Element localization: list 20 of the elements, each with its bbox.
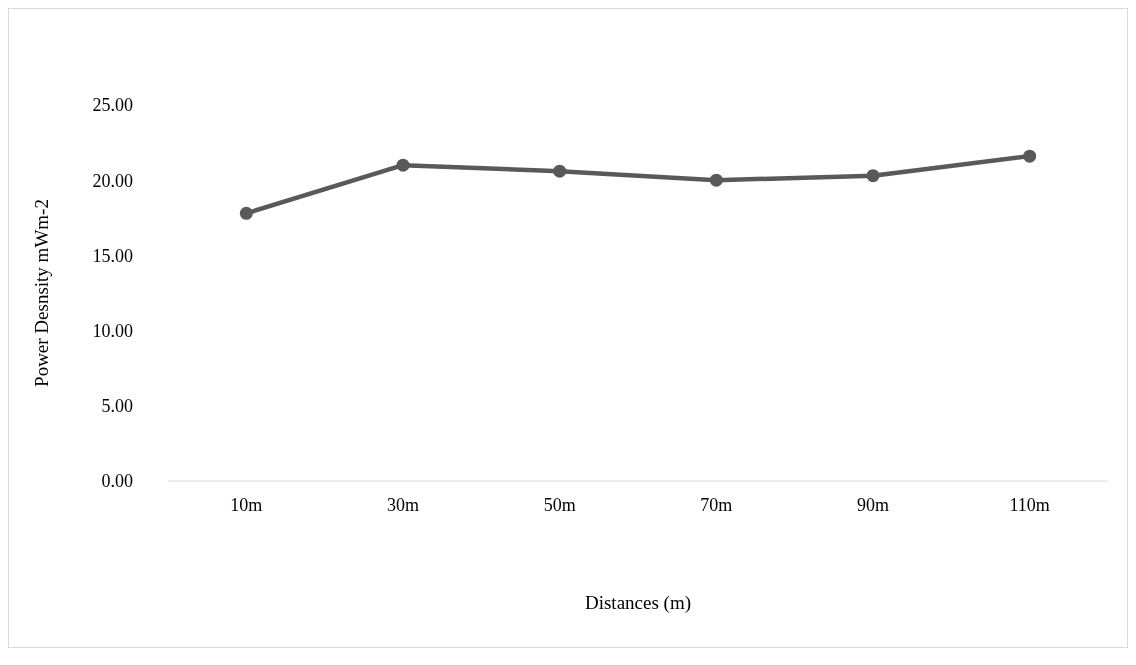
- y-tick-label: 0.00: [101, 471, 133, 492]
- x-tick-label: 70m: [700, 495, 733, 515]
- point: [239, 206, 253, 220]
- y-tick-label: 5.00: [101, 396, 133, 417]
- y-tick-label: 10.00: [92, 320, 133, 341]
- y-tick-label: 15.00: [92, 245, 133, 266]
- x-tick-label: 10m: [230, 495, 263, 515]
- point: [866, 169, 880, 183]
- point: [709, 173, 723, 187]
- x-tick-label: 110m: [1009, 495, 1050, 515]
- x-tick-label: 90m: [856, 495, 890, 515]
- x-tick-label: 30m: [386, 495, 420, 515]
- point: [1023, 149, 1037, 163]
- x-axis-title: Distances (m): [584, 592, 692, 614]
- y-axis-title: Power Desnsity mWm-2: [31, 199, 52, 387]
- point: [553, 164, 567, 178]
- y-tick-label: 20.00: [92, 170, 133, 191]
- point: [396, 158, 410, 172]
- x-tick-label: 50m: [543, 495, 576, 515]
- y-tick-label: 25.00: [92, 95, 133, 116]
